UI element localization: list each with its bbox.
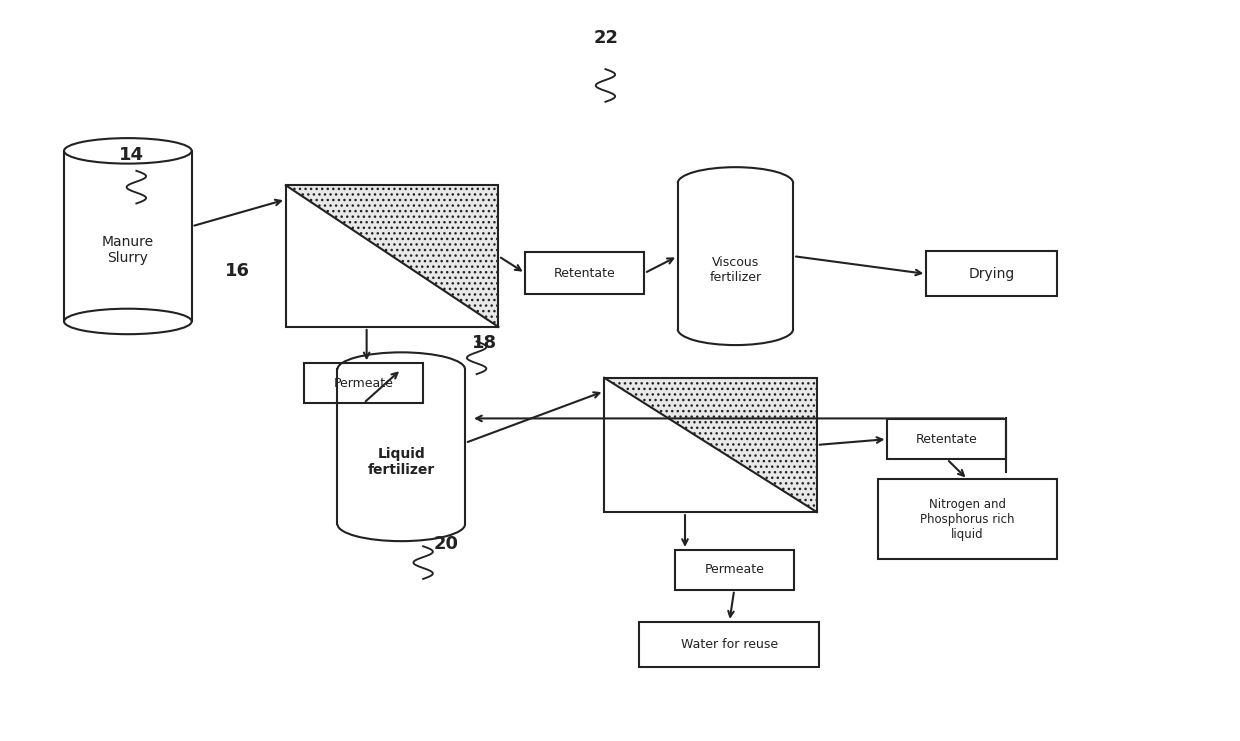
Text: 22: 22	[593, 30, 619, 47]
Text: 16: 16	[224, 262, 250, 279]
Bar	[604, 378, 817, 512]
Text: Manure
Slurry: Manure Slurry	[102, 235, 154, 265]
Text: Permeate: Permeate	[704, 563, 764, 576]
Bar	[285, 185, 498, 327]
Text: 14: 14	[119, 145, 144, 164]
Bar	[604, 378, 817, 512]
Polygon shape	[285, 185, 498, 327]
Text: Retentate: Retentate	[916, 433, 978, 445]
Text: Permeate: Permeate	[334, 376, 393, 390]
Text: 20: 20	[434, 536, 459, 554]
Ellipse shape	[64, 138, 192, 164]
Polygon shape	[64, 151, 192, 322]
Bar	[675, 550, 794, 590]
Text: Viscous
fertilizer: Viscous fertilizer	[709, 256, 761, 285]
Text: 18: 18	[471, 334, 497, 352]
Polygon shape	[678, 183, 794, 329]
Bar	[878, 479, 1058, 559]
Bar	[285, 185, 498, 327]
Text: Drying: Drying	[968, 267, 1016, 281]
Bar	[888, 419, 1007, 459]
Ellipse shape	[64, 309, 192, 334]
Text: Liquid
fertilizer: Liquid fertilizer	[367, 447, 435, 477]
Polygon shape	[604, 378, 817, 512]
Bar	[304, 363, 423, 403]
Text: Retentate: Retentate	[554, 267, 615, 279]
Polygon shape	[337, 369, 465, 524]
Text: Water for reuse: Water for reuse	[681, 638, 777, 651]
Bar	[926, 251, 1058, 296]
Text: Nitrogen and
Phosphorus rich
liquid: Nitrogen and Phosphorus rich liquid	[920, 498, 1014, 541]
Bar	[640, 622, 820, 667]
Bar	[526, 252, 645, 294]
